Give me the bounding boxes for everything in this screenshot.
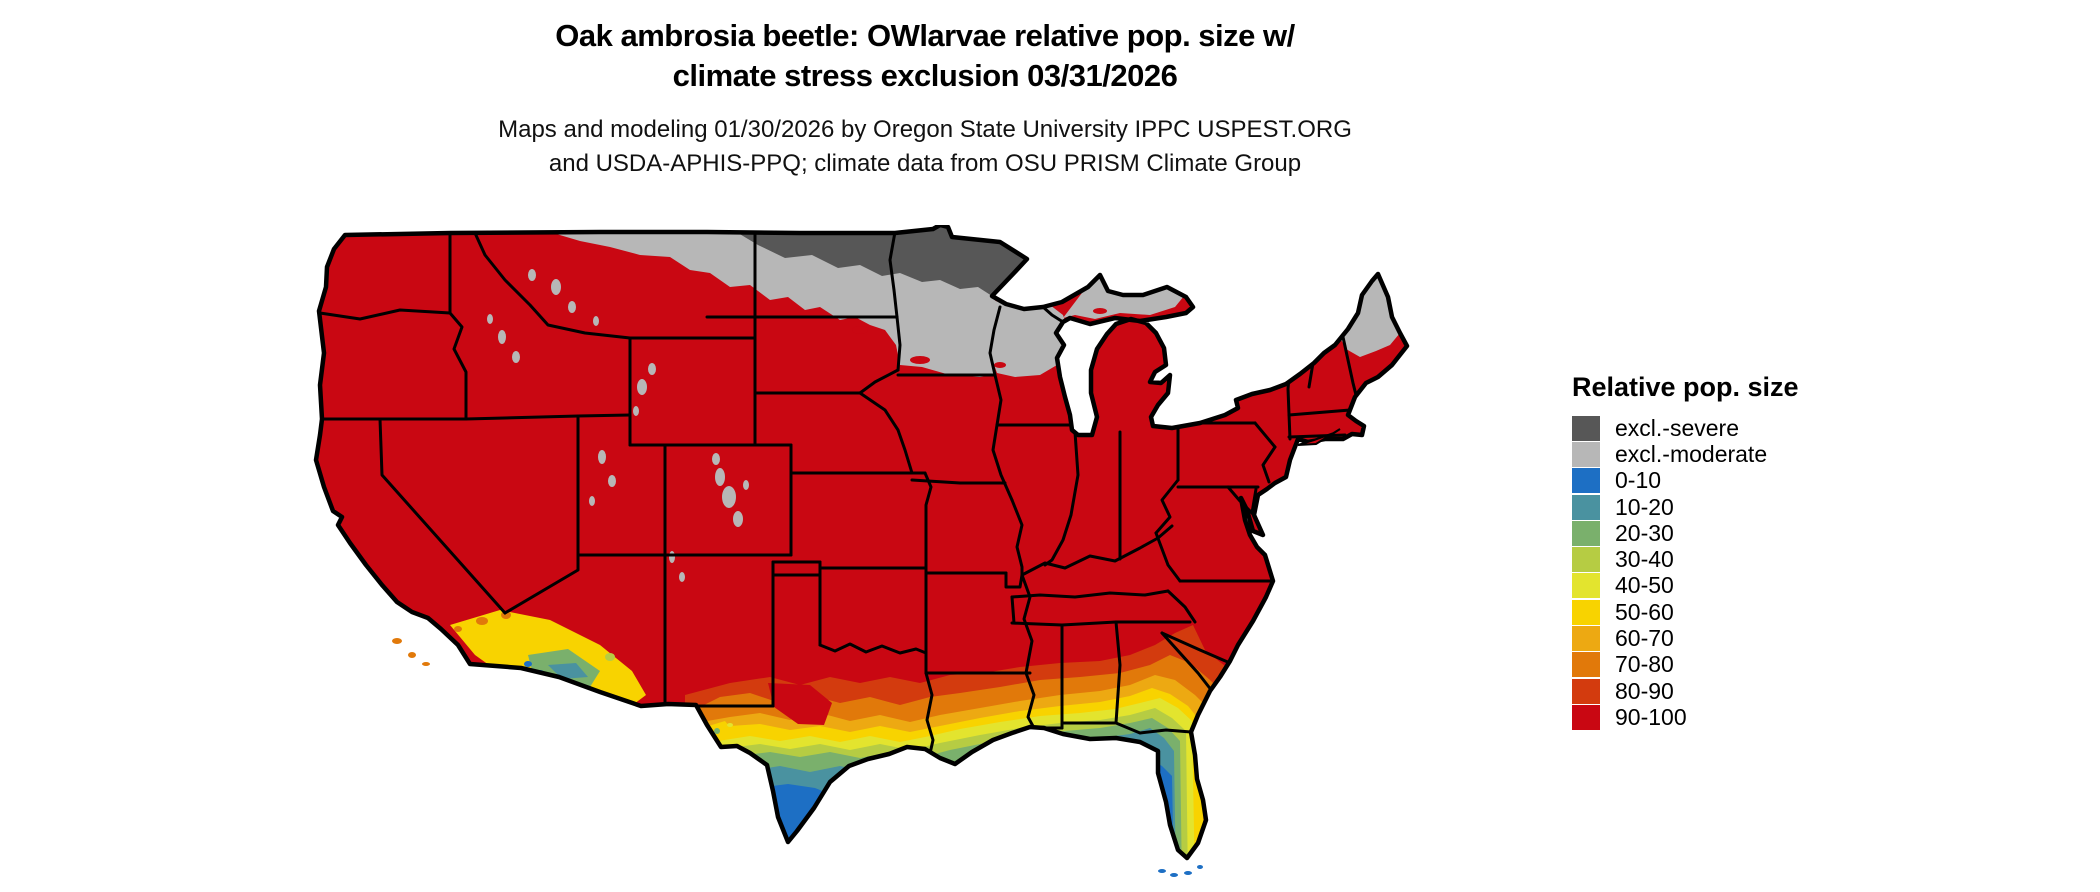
legend-swatch-80-90 xyxy=(1572,678,1600,704)
us-choropleth-map xyxy=(300,222,1430,885)
legend-swatch-40-50 xyxy=(1572,573,1600,599)
legend-label: excl.-moderate xyxy=(1615,440,1768,467)
legend-row: 60-70 xyxy=(1572,625,1932,651)
legend-row: 20-30 xyxy=(1572,520,1932,546)
map-subtitle: Maps and modeling 01/30/2026 by Oregon S… xyxy=(498,115,1352,177)
map-region-excl-severe xyxy=(738,225,1027,296)
legend-label: excl.-severe xyxy=(1615,414,1739,441)
long-island xyxy=(1297,428,1341,446)
legend-label: 20-30 xyxy=(1615,519,1674,546)
legend-label: 50-60 xyxy=(1615,598,1674,625)
legend-label: 40-50 xyxy=(1615,572,1674,599)
legend-row: 40-50 xyxy=(1572,572,1932,599)
legend-label: 90-100 xyxy=(1615,703,1687,730)
legend-title: Relative pop. size xyxy=(1572,372,1799,402)
map-title: Oak ambrosia beetle: OWlarvae relative p… xyxy=(555,18,1295,94)
map-red-speckles xyxy=(852,308,1107,368)
map-region-bigbend-spots xyxy=(705,721,736,741)
legend-swatch-70-80 xyxy=(1572,652,1600,678)
legend-label: 0-10 xyxy=(1615,467,1662,494)
legend-row: 80-90 xyxy=(1572,678,1932,704)
legend-row: 70-80 xyxy=(1572,651,1932,678)
legend-label: 60-70 xyxy=(1615,625,1674,652)
legend-swatch-excl-severe xyxy=(1572,415,1600,441)
florida-keys xyxy=(1158,865,1203,877)
legend-row: 0-10 xyxy=(1572,467,1932,494)
legend-label: 30-40 xyxy=(1615,546,1674,573)
legend-swatch-60-70 xyxy=(1572,626,1600,652)
map-header: Oak ambrosia beetle: OWlarvae relative p… xyxy=(0,16,1850,181)
legend-row: 50-60 xyxy=(1572,599,1932,625)
map-texas-red-lobe xyxy=(768,683,832,725)
legend-row: 30-40 xyxy=(1572,546,1932,572)
legend-swatch-20-30 xyxy=(1572,520,1600,546)
state-borders xyxy=(318,230,1358,760)
legend-row: excl.-severe xyxy=(1572,415,1932,441)
legend-row: 90-100 xyxy=(1572,704,1932,730)
channel-islands xyxy=(392,638,430,666)
legend-label: 10-20 xyxy=(1615,493,1674,520)
legend-swatch-50-60 xyxy=(1572,599,1600,625)
conus-outline xyxy=(313,222,1410,861)
legend-swatch-30-40 xyxy=(1572,547,1600,573)
legend-row: 10-20 xyxy=(1572,494,1932,520)
map-mountain-speckles xyxy=(487,269,749,582)
legend-swatch-0-10 xyxy=(1572,468,1600,494)
map-legend: Relative pop. size excl.-severe excl.-mo… xyxy=(1572,372,1932,731)
legend-label: 70-80 xyxy=(1615,651,1674,678)
legend-label: 80-90 xyxy=(1615,677,1674,704)
legend-row: excl.-moderate xyxy=(1572,441,1932,467)
legend-swatch-excl-moderate xyxy=(1572,441,1600,467)
us-map-svg xyxy=(313,222,1410,877)
legend-swatch-10-20 xyxy=(1572,494,1600,520)
legend-swatch-90-100 xyxy=(1572,704,1600,730)
